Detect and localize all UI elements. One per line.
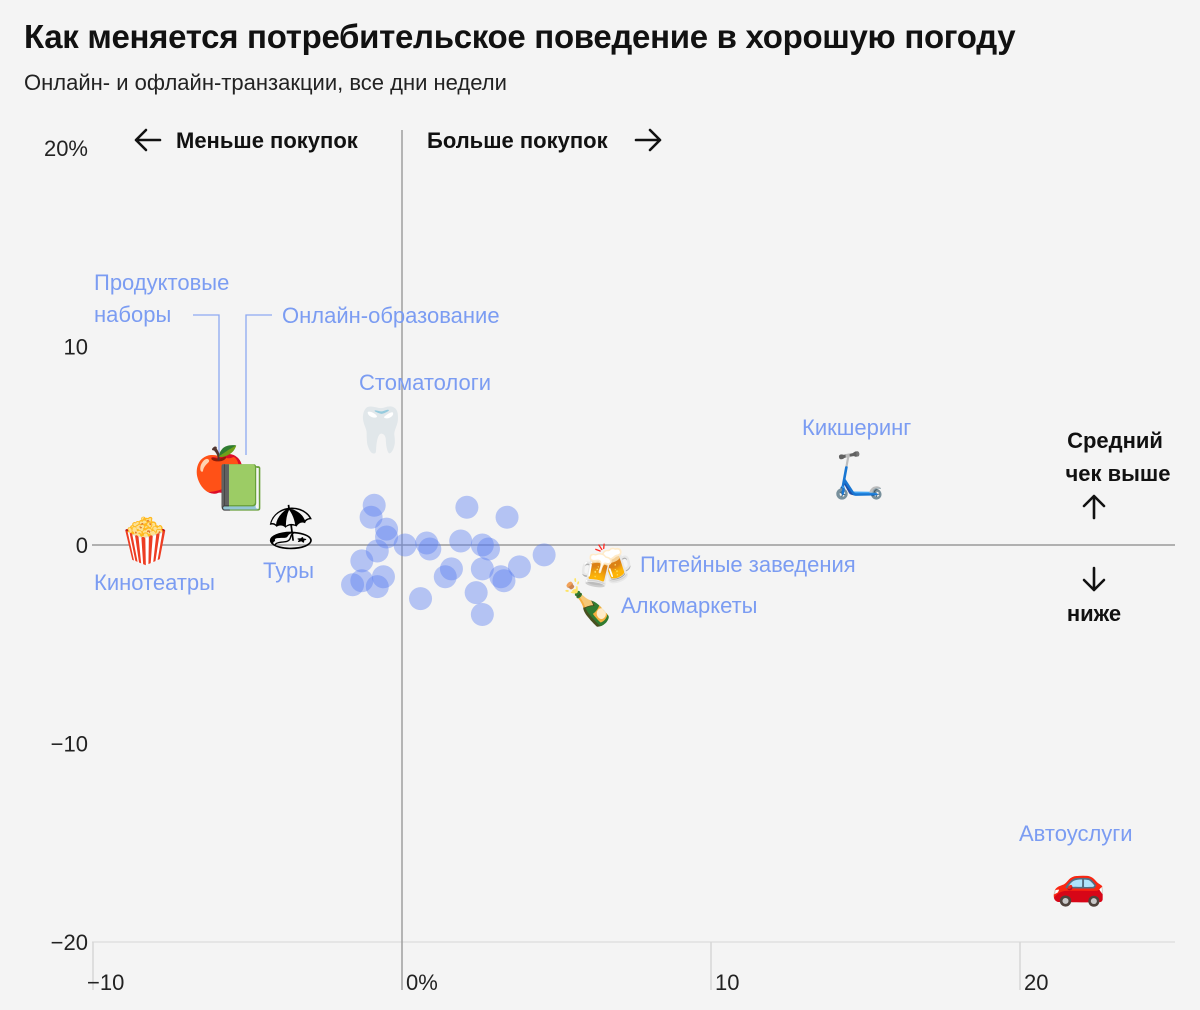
x-tick-label: 20 [1024,970,1048,995]
x-tick-label: −10 [87,970,124,995]
data-point [409,587,433,611]
data-point [341,573,365,597]
less-purchases-label: Меньше покупок [176,128,359,153]
beer-icon: 🍻 [579,542,634,593]
check-higher-line1: Средний [1067,428,1163,453]
category-1: 📗 Онлайн-образование [214,303,500,513]
popcorn-icon: 🍿 [118,516,173,567]
category-label: Питейные заведения [640,552,856,577]
data-point [492,569,516,593]
data-points [341,493,556,626]
data-point [470,533,494,557]
beach-icon: 🏖 [263,502,319,553]
data-point [449,529,473,553]
highlighted-categories: 🍎 Продуктовые наборы 📗 Онлайн-образование 🦷 Ст… [94,270,1133,908]
scooter-icon: 🛴 [832,451,887,502]
category-label: Продуктовые [94,270,229,295]
y-tick-label: 0 [76,533,88,558]
axes [92,130,1175,990]
arrow-left-icon [134,128,162,152]
direction-check-higher: Средний чек выше [1065,428,1171,520]
data-point [495,505,519,529]
check-lower-label: ниже [1067,601,1121,626]
y-tick-label: −20 [51,930,88,955]
data-point [362,493,386,517]
data-point [433,565,457,589]
champagne-icon: 🍾 [560,578,615,629]
data-point [455,495,479,519]
leader-line [193,314,220,455]
book-icon: 📗 [214,462,269,513]
category-label: Кикшеринг [802,415,911,440]
data-point [507,555,531,579]
data-point [375,525,399,549]
category-5: 🛴 Кикшеринг [802,415,911,502]
arrow-right-icon [634,128,662,152]
category-label: Онлайн-образование [282,303,500,328]
data-point [470,557,494,581]
data-point [350,569,374,593]
category-0: 🍎 Продуктовые наборы [94,270,247,496]
arrow-up-icon [1082,494,1106,520]
category-2: 🦷 Стоматологи [353,370,491,456]
data-point [365,575,389,599]
category-label: Алкомаркеты [621,593,757,618]
category-8: 🚗 Автоуслуги [1019,821,1133,908]
data-point [464,581,488,605]
data-point [365,539,389,563]
data-point [470,602,494,626]
y-tick-label: 20% [44,136,88,161]
category-3: 🍿 Кинотеатры [94,516,215,595]
category-label: Туры [263,558,314,583]
arrow-down-icon [1082,566,1106,592]
y-tick-label: 10 [64,335,88,360]
grid-lines [92,941,1175,990]
category-label: Кинотеатры [94,570,215,595]
tooth-icon: 🦷 [353,405,408,456]
category-4: 🏖 Туры [263,502,319,583]
category-label: Автоуслуги [1019,821,1133,846]
direction-check-lower: ниже [1067,566,1121,626]
x-tick-label: 0% [406,970,438,995]
more-purchases-label: Больше покупок [427,128,609,153]
data-point [350,549,374,573]
direction-more-purchases: Больше покупок [427,128,662,153]
data-point [489,565,513,589]
data-point [415,531,439,555]
x-tick-label: 10 [715,970,739,995]
leader-line [245,314,272,455]
category-label-line2: наборы [94,302,171,327]
car-icon: 🚗 [1051,857,1106,908]
category-7: 🍾 Алкомаркеты [560,578,757,629]
apple-icon: 🍎 [192,443,247,496]
data-point [532,543,556,567]
data-point [375,517,399,541]
y-tick-label: −10 [51,732,88,757]
data-point [393,533,417,557]
category-6: 🍻 Питейные заведения [579,542,856,593]
data-point [418,537,442,561]
direction-less-purchases: Меньше покупок [134,128,359,153]
data-point [439,557,463,581]
check-higher-line2: чек выше [1065,461,1170,486]
data-point [477,537,501,561]
chart-subtitle: Онлайн- и офлайн-транзакции, все дни нед… [24,70,507,95]
data-point [371,565,395,589]
chart-title: Как меняется потребительское поведение в… [24,18,1016,55]
data-point [359,505,383,529]
tick-labels: −10 0% 10 20 20% 10 0 −10 −20 [44,136,1049,995]
category-label: Стоматологи [359,370,491,395]
